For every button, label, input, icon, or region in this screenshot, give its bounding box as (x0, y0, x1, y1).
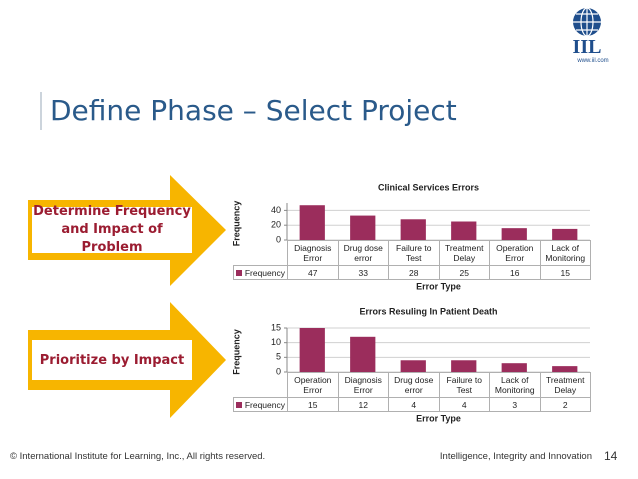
value-cell: 15 (287, 397, 339, 412)
x-axis-label: Error Type (416, 281, 461, 291)
y-tick-label: 40 (271, 205, 281, 215)
category-cell: Diagnosis Error (287, 240, 339, 266)
value-cell: 25 (438, 265, 490, 280)
step-box (32, 340, 192, 380)
value-cell: 12 (337, 397, 389, 412)
category-cell: Operation Error (287, 372, 339, 398)
step-label: Determine Frequency and Impact of Proble… (33, 204, 191, 255)
step-box (32, 207, 192, 253)
category-cell: Drug dose error (337, 240, 389, 266)
legend-swatch (236, 401, 242, 408)
slide-title: Define Phase – Select Project (50, 94, 457, 127)
category-cell: Treatment Delay (539, 372, 591, 398)
value-cell: 2 (539, 397, 591, 412)
value-cell: 3 (489, 397, 541, 412)
logo-url: www.iil.com (577, 58, 609, 64)
legend-cell: Frequency (233, 265, 288, 280)
legend-swatch (236, 269, 242, 276)
category-cell: Failure to Test (438, 372, 490, 398)
bar (350, 215, 376, 240)
y-axis-label: Frequency (231, 201, 241, 247)
page-number: 14 (604, 449, 618, 463)
category-cell: Diagnosis Error (337, 372, 389, 398)
category-cell: Operation Error (489, 240, 541, 266)
category-cell: Lack of Monitoring (489, 372, 541, 398)
y-tick-label: 5 (276, 352, 281, 362)
value-cell: 47 (287, 265, 339, 280)
chart-title: Errors Resuling In Patient Death (359, 306, 497, 316)
y-tick-label: 20 (271, 220, 281, 230)
bar (451, 221, 477, 240)
value-cell: 16 (489, 265, 541, 280)
bar (501, 363, 527, 372)
bar (299, 328, 325, 372)
category-cell: Treatment Delay (438, 240, 490, 266)
bar (552, 228, 578, 240)
legend-label: Frequency (244, 399, 285, 410)
value-cell: 33 (337, 265, 389, 280)
y-axis-label: Frequency (231, 329, 241, 375)
bar (451, 360, 477, 372)
bar (552, 366, 578, 372)
chart-title: Clinical Services Errors (378, 182, 479, 192)
bar (299, 205, 325, 240)
y-tick-label: 0 (276, 366, 281, 376)
logo (573, 7, 601, 37)
y-tick-label: 10 (271, 337, 281, 347)
y-tick-label: 0 (276, 234, 281, 244)
value-cell: 4 (438, 397, 490, 412)
bar (400, 360, 426, 372)
value-cell: 4 (388, 397, 440, 412)
footer: © International Institute for Learning, … (10, 451, 266, 462)
logo-text: IIL (572, 36, 602, 58)
x-axis-label: Error Type (416, 413, 461, 423)
value-cell: 15 (539, 265, 591, 280)
category-cell: Failure to Test (388, 240, 440, 266)
value-cell: 28 (388, 265, 440, 280)
category-cell: Lack of Monitoring (539, 240, 591, 266)
bar (501, 228, 527, 240)
bar (400, 219, 426, 240)
legend-label: Frequency (244, 267, 285, 278)
y-tick-label: 15 (271, 322, 281, 332)
legend-cell: Frequency (233, 397, 288, 412)
step-label: Prioritize by Impact (39, 352, 185, 368)
category-cell: Drug dose error (388, 372, 440, 398)
tagline: Intelligence, Integrity and Innovation (439, 451, 592, 462)
bar (350, 336, 376, 372)
